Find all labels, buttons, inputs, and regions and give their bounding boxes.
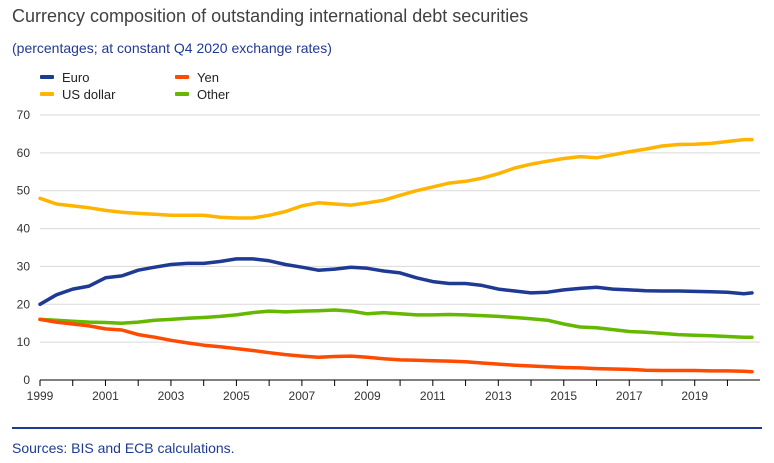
legend-label-euro: Euro [62, 69, 90, 85]
y-tick-label: 10 [17, 335, 31, 349]
legend-label-yen: Yen [197, 69, 219, 85]
x-tick-label: 2001 [92, 389, 119, 403]
series-line-other [38, 308, 754, 339]
x-tick-label: 2019 [681, 389, 708, 403]
x-tick-label: 2003 [158, 389, 185, 403]
source-note: Sources: BIS and ECB calculations. [12, 440, 235, 456]
legend-swatch-yen [175, 75, 189, 79]
series-line-euro [38, 257, 754, 307]
legend-item-yen: Yen [175, 69, 219, 85]
y-tick-label: 70 [17, 108, 31, 122]
legend-item-euro: Euro [40, 69, 89, 85]
x-tick-label: 2015 [550, 389, 577, 403]
legend-swatch-other [175, 92, 189, 96]
chart-subtitle: (percentages; at constant Q4 2020 exchan… [12, 40, 332, 56]
x-tick-label: 2007 [289, 389, 316, 403]
legend: Euro US dollar Yen Other [40, 69, 340, 103]
series-line-yen [38, 317, 754, 374]
x-tick-label: 2011 [420, 389, 446, 403]
y-tick-label: 60 [17, 146, 31, 160]
legend-swatch-us-dollar [40, 92, 54, 96]
legend-label-us-dollar: US dollar [62, 86, 116, 102]
axes: 0 10 20 30 40 50 60 70 1999 2001 2003 2005 2007 2009 2… [17, 108, 760, 403]
y-tick-label: 0 [23, 373, 30, 387]
footer-divider [12, 427, 762, 429]
x-tick-label: 2017 [616, 389, 643, 403]
y-tick-label: 20 [17, 297, 31, 311]
x-tick-label: 1999 [27, 389, 54, 403]
legend-item-us-dollar: US dollar [40, 86, 115, 102]
y-tick-label: 40 [17, 222, 31, 236]
series-line-us-dollar [38, 137, 754, 220]
y-tick-label: 50 [17, 184, 31, 198]
x-tick-label: 2005 [223, 389, 250, 403]
legend-label-other: Other [197, 86, 230, 102]
x-tick-label: 2009 [354, 389, 381, 403]
chart-title: Currency composition of outstanding inte… [12, 6, 529, 26]
y-tick-label: 30 [17, 259, 31, 273]
line-chart: 0 10 20 30 40 50 60 70 1999 2001 2003 2005 2007 2009 2… [17, 108, 760, 403]
series-lines [38, 137, 754, 374]
x-tick-label: 2013 [485, 389, 512, 403]
legend-swatch-euro [40, 75, 54, 79]
legend-item-other: Other [175, 86, 230, 102]
